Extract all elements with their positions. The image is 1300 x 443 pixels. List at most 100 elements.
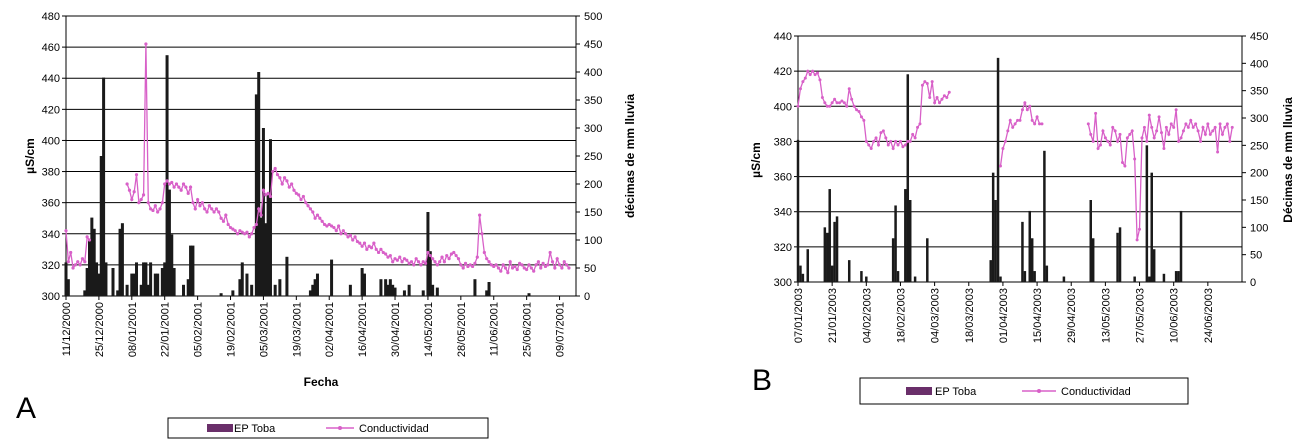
conductivity-point xyxy=(532,269,536,273)
rain-bar xyxy=(527,293,531,296)
rain-bar xyxy=(1118,227,1122,282)
conductivity-point xyxy=(461,266,465,270)
conductivity-point xyxy=(468,263,472,267)
conductivity-point xyxy=(186,191,190,195)
conductivity-point xyxy=(292,188,296,192)
y-axis-right-title: décimas de mm lluvia xyxy=(623,94,637,218)
conductivity-point xyxy=(1208,132,1212,136)
conductivity-point xyxy=(525,267,529,272)
rain-bar xyxy=(1089,200,1092,282)
conductivity-point xyxy=(937,101,941,105)
conductivity-point xyxy=(1220,132,1224,136)
conductivity-point xyxy=(452,250,456,255)
conductivity-point xyxy=(346,235,350,239)
conductivity-point xyxy=(127,188,132,192)
conductivity-point xyxy=(322,222,327,227)
conductivity-point xyxy=(435,263,439,267)
conductivity-point xyxy=(332,225,336,230)
x-tick-label: 07/01/2003 xyxy=(793,288,805,343)
rain-bar xyxy=(896,271,900,282)
rain-bar xyxy=(240,262,244,296)
rain-bar xyxy=(146,284,150,296)
conductivity-point xyxy=(557,263,562,267)
rain-bar xyxy=(268,139,272,296)
conductivity-point xyxy=(212,210,216,214)
conductivity-point xyxy=(1096,146,1100,150)
x-tick-label: 15/04/2003 xyxy=(1032,288,1044,343)
x-tick-label: 11/12/2000 xyxy=(61,302,73,356)
conductivity-point xyxy=(299,197,303,202)
conductivity-point xyxy=(1191,125,1195,129)
conductivity-point xyxy=(268,194,273,199)
conductivity-point xyxy=(1003,139,1007,143)
conductivity-point xyxy=(409,260,414,264)
conductivity-point xyxy=(513,264,517,269)
rain-bar xyxy=(186,279,190,296)
rain-bar xyxy=(259,217,263,296)
rain-bar xyxy=(219,293,223,296)
conductivity-point xyxy=(1223,125,1227,129)
conductivity-point xyxy=(315,213,320,217)
conductivity-point xyxy=(546,263,550,267)
rain-bar xyxy=(847,260,851,282)
conductivity-point xyxy=(1089,132,1093,136)
conductivity-point xyxy=(1128,132,1132,136)
rain-bar xyxy=(97,273,101,296)
conductivity-point xyxy=(355,239,360,244)
right-tick-label: 400 xyxy=(584,67,602,79)
rain-bar xyxy=(273,284,277,296)
conductivity-point xyxy=(80,257,85,261)
conductivity-point xyxy=(499,269,503,273)
right-tick-label: 450 xyxy=(584,39,602,51)
conductivity-point xyxy=(808,73,812,77)
conductivity-point xyxy=(1147,113,1151,117)
conductivity-point xyxy=(803,76,807,80)
rain-bar xyxy=(996,57,1000,282)
conductivity-point xyxy=(1033,122,1037,126)
conductivity-point xyxy=(308,207,313,211)
conductivity-point xyxy=(1133,157,1137,161)
rain-bar xyxy=(1028,210,1032,282)
rain-bar xyxy=(264,223,268,296)
conductivity-point xyxy=(306,204,310,208)
conductivity-point xyxy=(200,201,204,205)
rain-bar xyxy=(116,290,120,296)
conductivity-point xyxy=(1103,136,1107,140)
conductivity-point xyxy=(945,96,949,99)
conductivity-point xyxy=(76,260,80,264)
conductivity-point xyxy=(1172,125,1176,129)
conductivity-point xyxy=(1169,122,1173,126)
conductivity-point xyxy=(864,139,868,143)
conductivity-point xyxy=(334,229,338,233)
conductivity-point xyxy=(1030,118,1034,122)
rain-bar xyxy=(865,276,868,282)
conductivity-point xyxy=(1138,227,1142,231)
rain-bar xyxy=(189,245,193,296)
conductivity-point xyxy=(381,250,385,255)
conductivity-point xyxy=(806,69,810,73)
rain-bar xyxy=(428,251,432,296)
rain-bar xyxy=(1174,271,1178,282)
conductivity-point xyxy=(847,87,851,91)
conductivity-point xyxy=(172,185,176,189)
conductivity-point xyxy=(71,266,75,270)
x-tick-label: 10/06/2003 xyxy=(1169,288,1181,343)
rain-bar xyxy=(261,128,265,296)
legend-bar-swatch xyxy=(207,424,233,432)
rain-bar xyxy=(125,284,129,296)
conductivity-point xyxy=(1152,136,1156,140)
rain-bar xyxy=(891,238,895,282)
rain-bar xyxy=(391,284,395,296)
conductivity-point xyxy=(466,264,470,269)
conductivity-point xyxy=(1099,143,1103,147)
right-tick-label: 0 xyxy=(1250,277,1256,289)
x-tick-label: 16/04/2001 xyxy=(357,302,369,357)
conductivity-point xyxy=(285,179,289,183)
rain-bar xyxy=(926,238,929,282)
rain-bar xyxy=(806,249,810,282)
conductivity-point xyxy=(149,207,153,211)
conductivity-point xyxy=(889,139,893,143)
rain-bar xyxy=(153,273,157,296)
conductivity-point xyxy=(1196,129,1200,133)
conductivity-point xyxy=(224,213,228,217)
